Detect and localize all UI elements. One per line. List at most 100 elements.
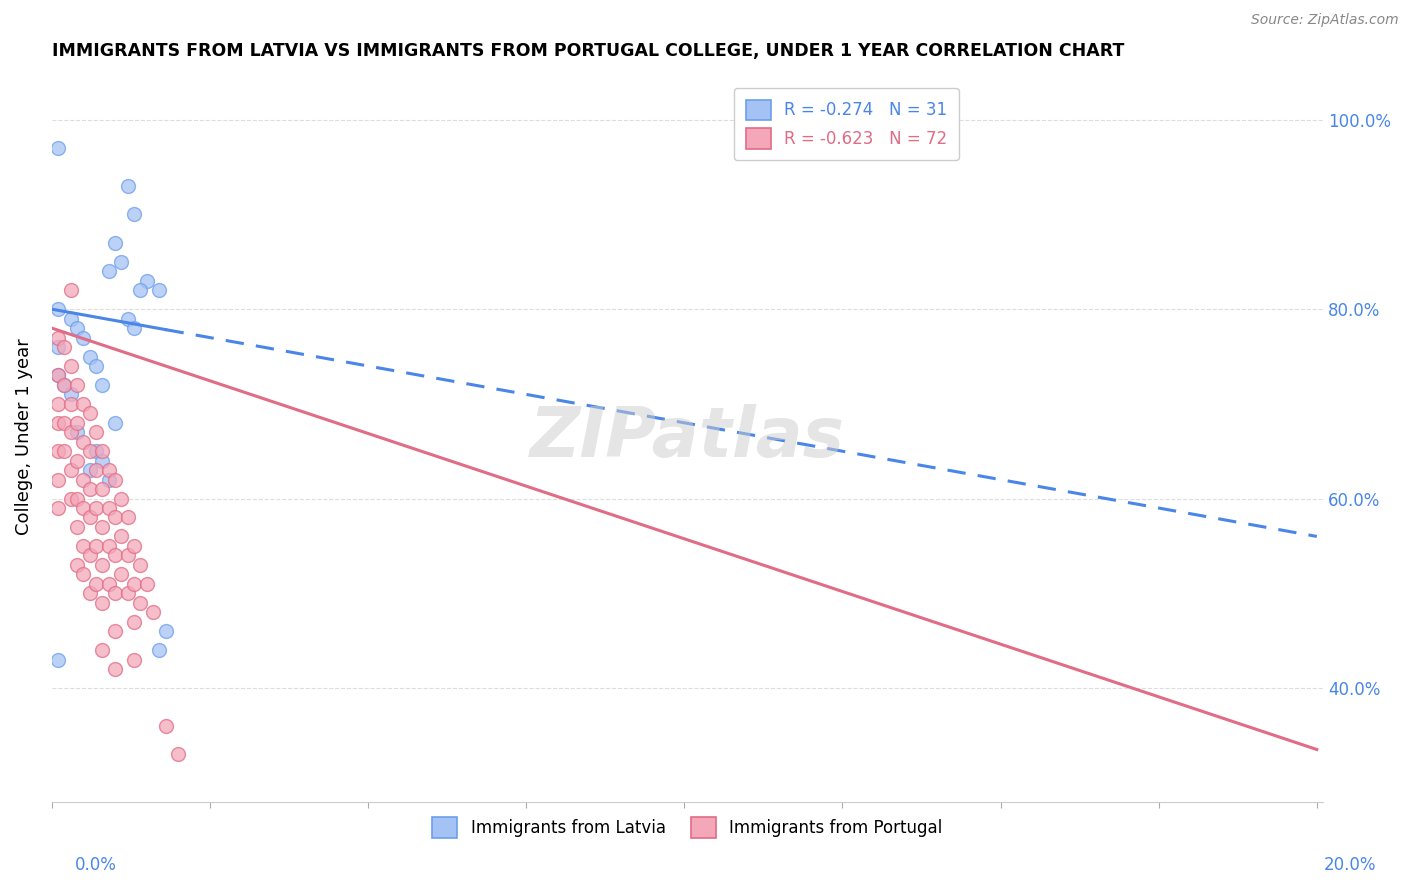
Point bbox=[66, 491, 89, 506]
Point bbox=[91, 596, 114, 610]
Point bbox=[122, 207, 145, 221]
Point bbox=[104, 510, 127, 524]
Point bbox=[46, 330, 69, 344]
Point bbox=[59, 283, 82, 297]
Point bbox=[104, 624, 127, 639]
Point bbox=[110, 255, 132, 269]
Point bbox=[97, 576, 120, 591]
Point bbox=[91, 453, 114, 467]
Point bbox=[66, 520, 89, 534]
Text: Source: ZipAtlas.com: Source: ZipAtlas.com bbox=[1251, 13, 1399, 28]
Point bbox=[72, 330, 94, 344]
Point bbox=[59, 397, 82, 411]
Point bbox=[122, 539, 145, 553]
Point bbox=[46, 416, 69, 430]
Point bbox=[84, 539, 107, 553]
Text: 20.0%: 20.0% bbox=[1323, 855, 1376, 873]
Point bbox=[59, 463, 82, 477]
Point bbox=[117, 586, 139, 600]
Point bbox=[117, 510, 139, 524]
Point bbox=[97, 473, 120, 487]
Point bbox=[59, 491, 82, 506]
Point bbox=[122, 576, 145, 591]
Point bbox=[129, 558, 152, 572]
Point bbox=[53, 378, 76, 392]
Point bbox=[97, 501, 120, 516]
Text: IMMIGRANTS FROM LATVIA VS IMMIGRANTS FROM PORTUGAL COLLEGE, UNDER 1 YEAR CORRELA: IMMIGRANTS FROM LATVIA VS IMMIGRANTS FRO… bbox=[52, 42, 1125, 60]
Point bbox=[84, 576, 107, 591]
Point bbox=[79, 463, 101, 477]
Point bbox=[117, 311, 139, 326]
Point bbox=[129, 596, 152, 610]
Point bbox=[46, 302, 69, 317]
Point bbox=[110, 529, 132, 543]
Point bbox=[104, 235, 127, 250]
Point bbox=[46, 368, 69, 383]
Point bbox=[66, 453, 89, 467]
Point bbox=[53, 444, 76, 458]
Point bbox=[104, 473, 127, 487]
Point bbox=[53, 378, 76, 392]
Point bbox=[72, 501, 94, 516]
Point bbox=[104, 416, 127, 430]
Point bbox=[66, 558, 89, 572]
Point bbox=[91, 378, 114, 392]
Point bbox=[91, 482, 114, 496]
Point bbox=[46, 444, 69, 458]
Point bbox=[46, 473, 69, 487]
Point bbox=[91, 643, 114, 657]
Point bbox=[135, 576, 157, 591]
Point bbox=[155, 624, 177, 639]
Point bbox=[46, 652, 69, 666]
Point bbox=[46, 340, 69, 354]
Point bbox=[79, 510, 101, 524]
Point bbox=[79, 406, 101, 420]
Point bbox=[110, 567, 132, 582]
Point bbox=[79, 549, 101, 563]
Text: ZIPatlas: ZIPatlas bbox=[530, 403, 845, 470]
Point bbox=[91, 558, 114, 572]
Point bbox=[84, 463, 107, 477]
Point bbox=[59, 359, 82, 373]
Point bbox=[79, 482, 101, 496]
Point bbox=[66, 378, 89, 392]
Point bbox=[148, 643, 170, 657]
Point bbox=[66, 416, 89, 430]
Point bbox=[97, 539, 120, 553]
Point bbox=[142, 605, 165, 619]
Point bbox=[117, 179, 139, 194]
Point bbox=[79, 350, 101, 364]
Point bbox=[117, 549, 139, 563]
Y-axis label: College, Under 1 year: College, Under 1 year bbox=[15, 339, 32, 535]
Point bbox=[72, 567, 94, 582]
Point bbox=[110, 491, 132, 506]
Point bbox=[122, 615, 145, 629]
Point bbox=[79, 444, 101, 458]
Point bbox=[53, 340, 76, 354]
Point bbox=[129, 283, 152, 297]
Point bbox=[59, 311, 82, 326]
Point bbox=[72, 539, 94, 553]
Point bbox=[46, 368, 69, 383]
Point bbox=[104, 549, 127, 563]
Point bbox=[104, 586, 127, 600]
Legend: Immigrants from Latvia, Immigrants from Portugal: Immigrants from Latvia, Immigrants from … bbox=[426, 811, 949, 845]
Point bbox=[104, 662, 127, 676]
Point bbox=[84, 444, 107, 458]
Point bbox=[84, 501, 107, 516]
Point bbox=[122, 321, 145, 335]
Point bbox=[46, 141, 69, 155]
Point bbox=[66, 321, 89, 335]
Point bbox=[135, 274, 157, 288]
Point bbox=[84, 359, 107, 373]
Point bbox=[53, 416, 76, 430]
Point bbox=[155, 719, 177, 733]
Point bbox=[84, 425, 107, 440]
Point bbox=[122, 652, 145, 666]
Text: 0.0%: 0.0% bbox=[75, 855, 117, 873]
Point bbox=[72, 473, 94, 487]
Point bbox=[72, 434, 94, 449]
Point bbox=[46, 397, 69, 411]
Point bbox=[167, 747, 190, 762]
Point bbox=[59, 387, 82, 401]
